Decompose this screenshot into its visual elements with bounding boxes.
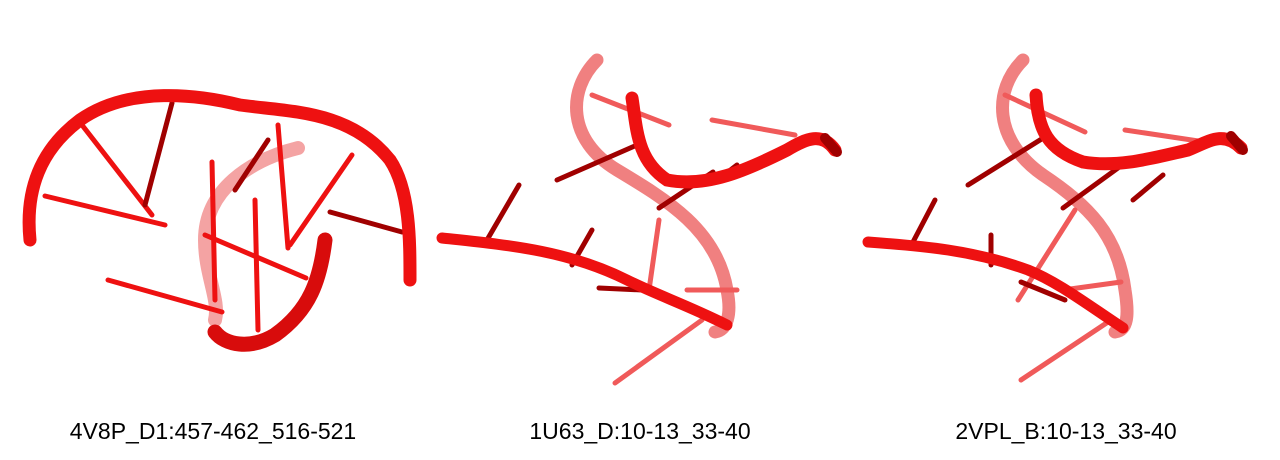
rna-structure-1u63-render (436, 53, 842, 386)
structure-label-2: 1U63_D:10-13_33-40 (529, 418, 751, 444)
structure-panel-1: 4V8P_D1:457-462_516-521 (0, 0, 426, 460)
structure-label-3: 2VPL_B:10-13_33-40 (955, 418, 1177, 444)
rna-structure-4v8p-render (22, 89, 417, 352)
rna-structure-2vpl-render (862, 53, 1248, 383)
structure-panel-2: 1U63_D:10-13_33-40 (427, 0, 853, 460)
structure-label-1: 4V8P_D1:457-462_516-521 (69, 418, 357, 444)
structure-panel-3: 2VPL_B:10-13_33-40 (853, 0, 1279, 460)
